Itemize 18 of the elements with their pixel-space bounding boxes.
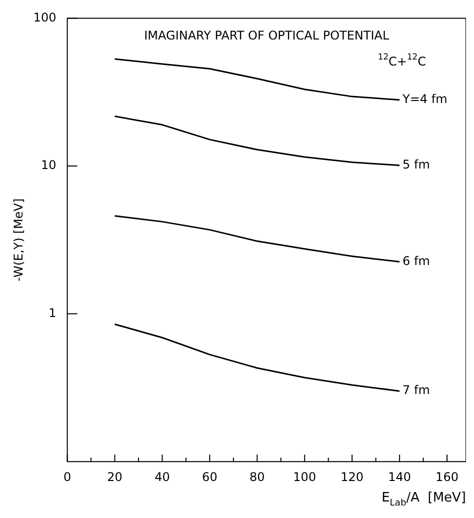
x-tick-label: 0: [63, 470, 72, 484]
series-label: 6 fm: [402, 254, 430, 268]
series-label: Y=4 fm: [402, 92, 448, 106]
series-label: 7 fm: [402, 383, 430, 398]
x-tick-label: 160: [436, 470, 458, 484]
y-axis-title: -W(E,Y) [MeV]: [11, 198, 26, 282]
text: IMAGINARY PART OF OPTICAL POTENTIAL: [144, 28, 390, 42]
x-tick-label: 140: [388, 470, 412, 484]
series-label: 5 fm: [402, 157, 430, 172]
x-tick-label: 20: [107, 470, 122, 484]
y-tick-label: 100: [33, 10, 56, 24]
y-tick-label: 1: [48, 306, 56, 320]
x-tick-label: 40: [154, 470, 170, 484]
x-tick-label: 60: [202, 470, 218, 484]
x-tick-label: 120: [340, 470, 364, 484]
x-tick-label: 100: [293, 470, 316, 484]
x-tick-label: 80: [250, 470, 265, 484]
y-tick-label: 10: [41, 158, 56, 172]
